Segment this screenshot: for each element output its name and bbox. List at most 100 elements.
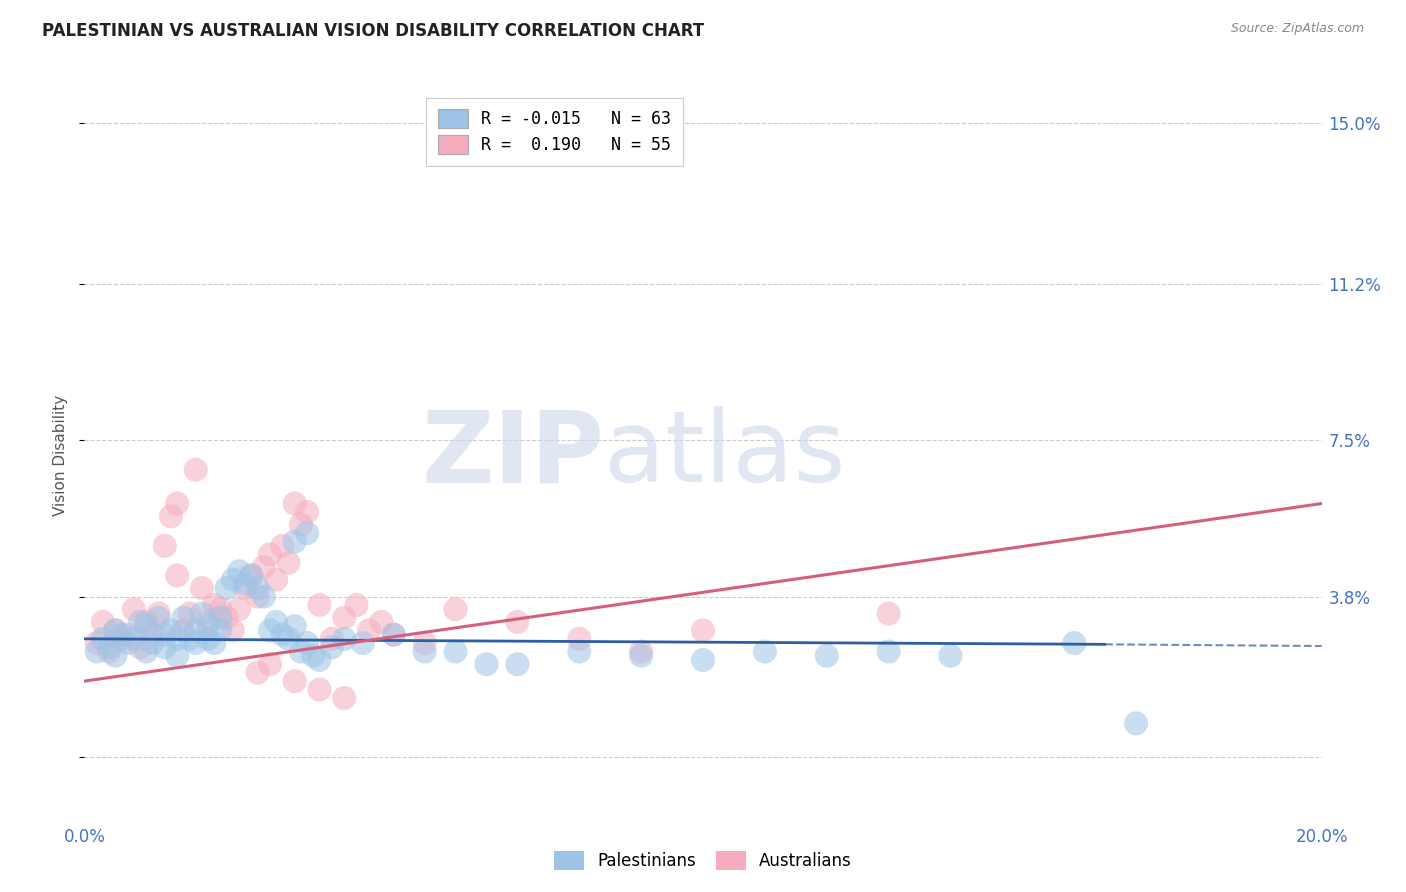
Point — [333, 691, 356, 706]
Point — [321, 640, 343, 655]
Point — [104, 648, 127, 663]
Point — [129, 640, 152, 655]
Point — [382, 627, 405, 641]
Point — [271, 539, 294, 553]
Point — [179, 632, 201, 646]
Point — [333, 610, 356, 624]
Point — [321, 632, 343, 646]
Point — [153, 627, 176, 641]
Point — [86, 636, 108, 650]
Point — [153, 539, 176, 553]
Point — [308, 598, 330, 612]
Point — [295, 636, 318, 650]
Point — [110, 627, 132, 641]
Point — [240, 568, 263, 582]
Point — [98, 644, 121, 658]
Point — [444, 644, 467, 658]
Point — [284, 497, 307, 511]
Point — [284, 534, 307, 549]
Text: ZIP: ZIP — [422, 407, 605, 503]
Point — [117, 627, 139, 641]
Point — [166, 648, 188, 663]
Point — [141, 636, 163, 650]
Point — [148, 607, 170, 621]
Point — [346, 598, 368, 612]
Point — [184, 463, 207, 477]
Point — [246, 590, 269, 604]
Point — [222, 573, 245, 587]
Point — [172, 624, 194, 638]
Point — [91, 615, 114, 629]
Point — [166, 632, 188, 646]
Point — [630, 644, 652, 658]
Point — [197, 615, 219, 629]
Point — [939, 648, 962, 663]
Point — [246, 665, 269, 680]
Point — [233, 577, 256, 591]
Point — [179, 607, 201, 621]
Point — [308, 682, 330, 697]
Point — [815, 648, 838, 663]
Point — [129, 615, 152, 629]
Point — [277, 556, 299, 570]
Point — [122, 632, 145, 646]
Point — [253, 590, 276, 604]
Point — [877, 607, 900, 621]
Point — [202, 598, 225, 612]
Point — [197, 619, 219, 633]
Point — [135, 644, 157, 658]
Point — [568, 644, 591, 658]
Point — [104, 624, 127, 638]
Point — [506, 657, 529, 672]
Point — [253, 560, 276, 574]
Point — [295, 505, 318, 519]
Point — [209, 610, 232, 624]
Point — [692, 653, 714, 667]
Point — [506, 615, 529, 629]
Point — [284, 619, 307, 633]
Point — [290, 644, 312, 658]
Point — [184, 636, 207, 650]
Point — [184, 624, 207, 638]
Point — [754, 644, 776, 658]
Point — [413, 636, 436, 650]
Point — [284, 674, 307, 689]
Point — [357, 624, 380, 638]
Point — [122, 602, 145, 616]
Point — [191, 581, 214, 595]
Point — [117, 636, 139, 650]
Point — [148, 610, 170, 624]
Point — [209, 624, 232, 638]
Point — [259, 547, 281, 561]
Legend: Palestinians, Australians: Palestinians, Australians — [546, 842, 860, 878]
Point — [104, 624, 127, 638]
Point — [277, 632, 299, 646]
Point — [209, 602, 232, 616]
Point — [110, 632, 132, 646]
Point — [475, 657, 498, 672]
Text: atlas: atlas — [605, 407, 845, 503]
Point — [370, 615, 392, 629]
Point — [233, 581, 256, 595]
Point — [98, 640, 121, 655]
Point — [153, 640, 176, 655]
Point — [135, 615, 157, 629]
Point — [228, 564, 250, 578]
Point — [302, 648, 325, 663]
Point — [259, 624, 281, 638]
Point — [86, 644, 108, 658]
Point — [197, 632, 219, 646]
Y-axis label: Vision Disability: Vision Disability — [53, 394, 69, 516]
Point — [692, 624, 714, 638]
Point — [333, 632, 356, 646]
Point — [202, 636, 225, 650]
Point — [352, 636, 374, 650]
Point — [382, 627, 405, 641]
Point — [877, 644, 900, 658]
Point — [246, 581, 269, 595]
Point — [308, 653, 330, 667]
Point — [1063, 636, 1085, 650]
Point — [630, 648, 652, 663]
Point — [191, 607, 214, 621]
Point — [228, 602, 250, 616]
